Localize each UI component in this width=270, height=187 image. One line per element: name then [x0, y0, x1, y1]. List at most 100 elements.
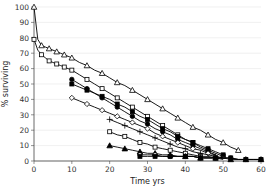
tick-label: 30	[143, 165, 153, 174]
series	[107, 116, 224, 159]
point	[244, 157, 248, 161]
grid-line	[34, 161, 261, 162]
point	[205, 132, 211, 137]
tick	[109, 161, 110, 164]
series	[69, 95, 215, 156]
series	[32, 37, 225, 158]
series	[107, 143, 264, 162]
x-axis	[34, 161, 261, 162]
point	[70, 77, 74, 81]
point	[145, 97, 151, 102]
point	[31, 4, 37, 9]
point	[190, 146, 195, 151]
point	[85, 88, 89, 92]
tick	[185, 161, 186, 164]
point	[122, 123, 128, 129]
point	[145, 126, 150, 131]
point	[220, 140, 226, 145]
point	[258, 157, 264, 162]
point	[229, 156, 233, 160]
tick	[31, 114, 34, 115]
line	[140, 155, 261, 160]
tick-label: 80	[19, 34, 29, 43]
line	[140, 156, 261, 159]
line	[72, 98, 216, 155]
point	[236, 147, 242, 152]
grid-line	[34, 22, 261, 23]
point	[168, 154, 172, 158]
tick	[34, 161, 35, 164]
tick-label: 10	[67, 165, 77, 174]
tick-label: 0	[32, 165, 37, 174]
grid-line	[34, 84, 261, 85]
chart: 01020304050607080901000102030405060Time …	[0, 0, 270, 187]
point	[198, 156, 202, 160]
tick-label: 20	[19, 126, 29, 135]
point	[115, 96, 119, 100]
point	[69, 95, 74, 100]
point	[161, 127, 165, 131]
point	[229, 156, 233, 160]
series	[138, 153, 263, 162]
line	[110, 132, 224, 160]
point	[153, 154, 157, 158]
point	[138, 141, 142, 145]
point	[108, 130, 112, 134]
point	[130, 105, 134, 109]
line	[34, 7, 238, 150]
tick-label: 40	[19, 95, 29, 104]
point	[84, 101, 89, 106]
tick-label: 50	[19, 80, 29, 89]
line	[110, 146, 261, 160]
point	[175, 140, 180, 145]
point	[115, 102, 119, 106]
tick	[31, 22, 34, 23]
point	[182, 146, 188, 152]
point	[191, 141, 195, 145]
point	[54, 49, 60, 54]
point	[191, 141, 195, 145]
tick-label: 60	[19, 64, 29, 73]
tick	[31, 130, 34, 131]
tick-label: 60	[256, 165, 266, 174]
point	[99, 70, 105, 75]
series	[108, 130, 224, 160]
point	[198, 156, 202, 160]
tick-label: 70	[19, 49, 29, 58]
point	[107, 116, 113, 122]
tick	[223, 161, 224, 164]
point	[130, 110, 134, 114]
y-axis-label: % surviving	[1, 61, 10, 108]
point	[100, 94, 104, 98]
point	[168, 154, 172, 158]
tick	[31, 161, 34, 162]
point	[213, 156, 217, 160]
tick-label: 90	[19, 18, 29, 27]
point	[100, 87, 104, 91]
point	[190, 124, 196, 129]
point	[32, 37, 36, 41]
point	[176, 134, 180, 138]
point	[47, 59, 51, 63]
point	[243, 157, 249, 162]
tick-label: 0	[24, 157, 29, 166]
tick	[31, 53, 34, 54]
point	[130, 114, 134, 118]
grid-line	[34, 7, 261, 8]
point	[114, 80, 120, 85]
point	[62, 65, 66, 69]
point	[123, 134, 127, 138]
y-axis	[34, 7, 35, 161]
point	[122, 146, 128, 151]
point	[70, 82, 74, 86]
tick	[31, 84, 34, 85]
line	[110, 119, 224, 158]
point	[175, 115, 181, 120]
x-axis-label: Time yrs	[129, 177, 164, 186]
point	[138, 154, 142, 158]
tick	[31, 145, 34, 146]
point	[84, 63, 90, 68]
point	[40, 53, 44, 57]
point	[55, 62, 59, 66]
series	[70, 82, 225, 157]
